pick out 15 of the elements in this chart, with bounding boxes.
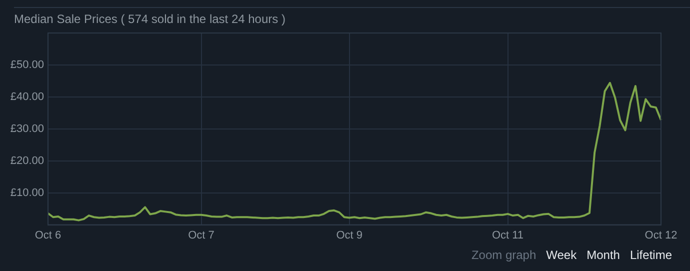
y-tick-label: £50.00 xyxy=(10,59,44,71)
text: Lifetime xyxy=(630,248,672,262)
text: Zoom graph xyxy=(471,248,536,262)
text: Month xyxy=(586,248,620,262)
y-tick-label: £10.00 xyxy=(10,186,44,199)
x-tick-label: Oct 9 xyxy=(336,229,363,242)
x-tick-label: Oct 6 xyxy=(34,229,62,242)
text: Week xyxy=(546,248,577,262)
y-tick-label: £40.00 xyxy=(10,90,44,103)
y-tick-label: £30.00 xyxy=(10,122,44,135)
y-tick-label: £20.00 xyxy=(10,154,44,167)
x-tick-label: Oct 12 xyxy=(644,229,678,242)
x-tick-label: Oct 7 xyxy=(188,229,214,242)
x-tick-label: Oct 11 xyxy=(492,229,524,242)
chart-title: Median Sale Prices ( 574 sold in the last 24 hours ) xyxy=(14,12,286,26)
